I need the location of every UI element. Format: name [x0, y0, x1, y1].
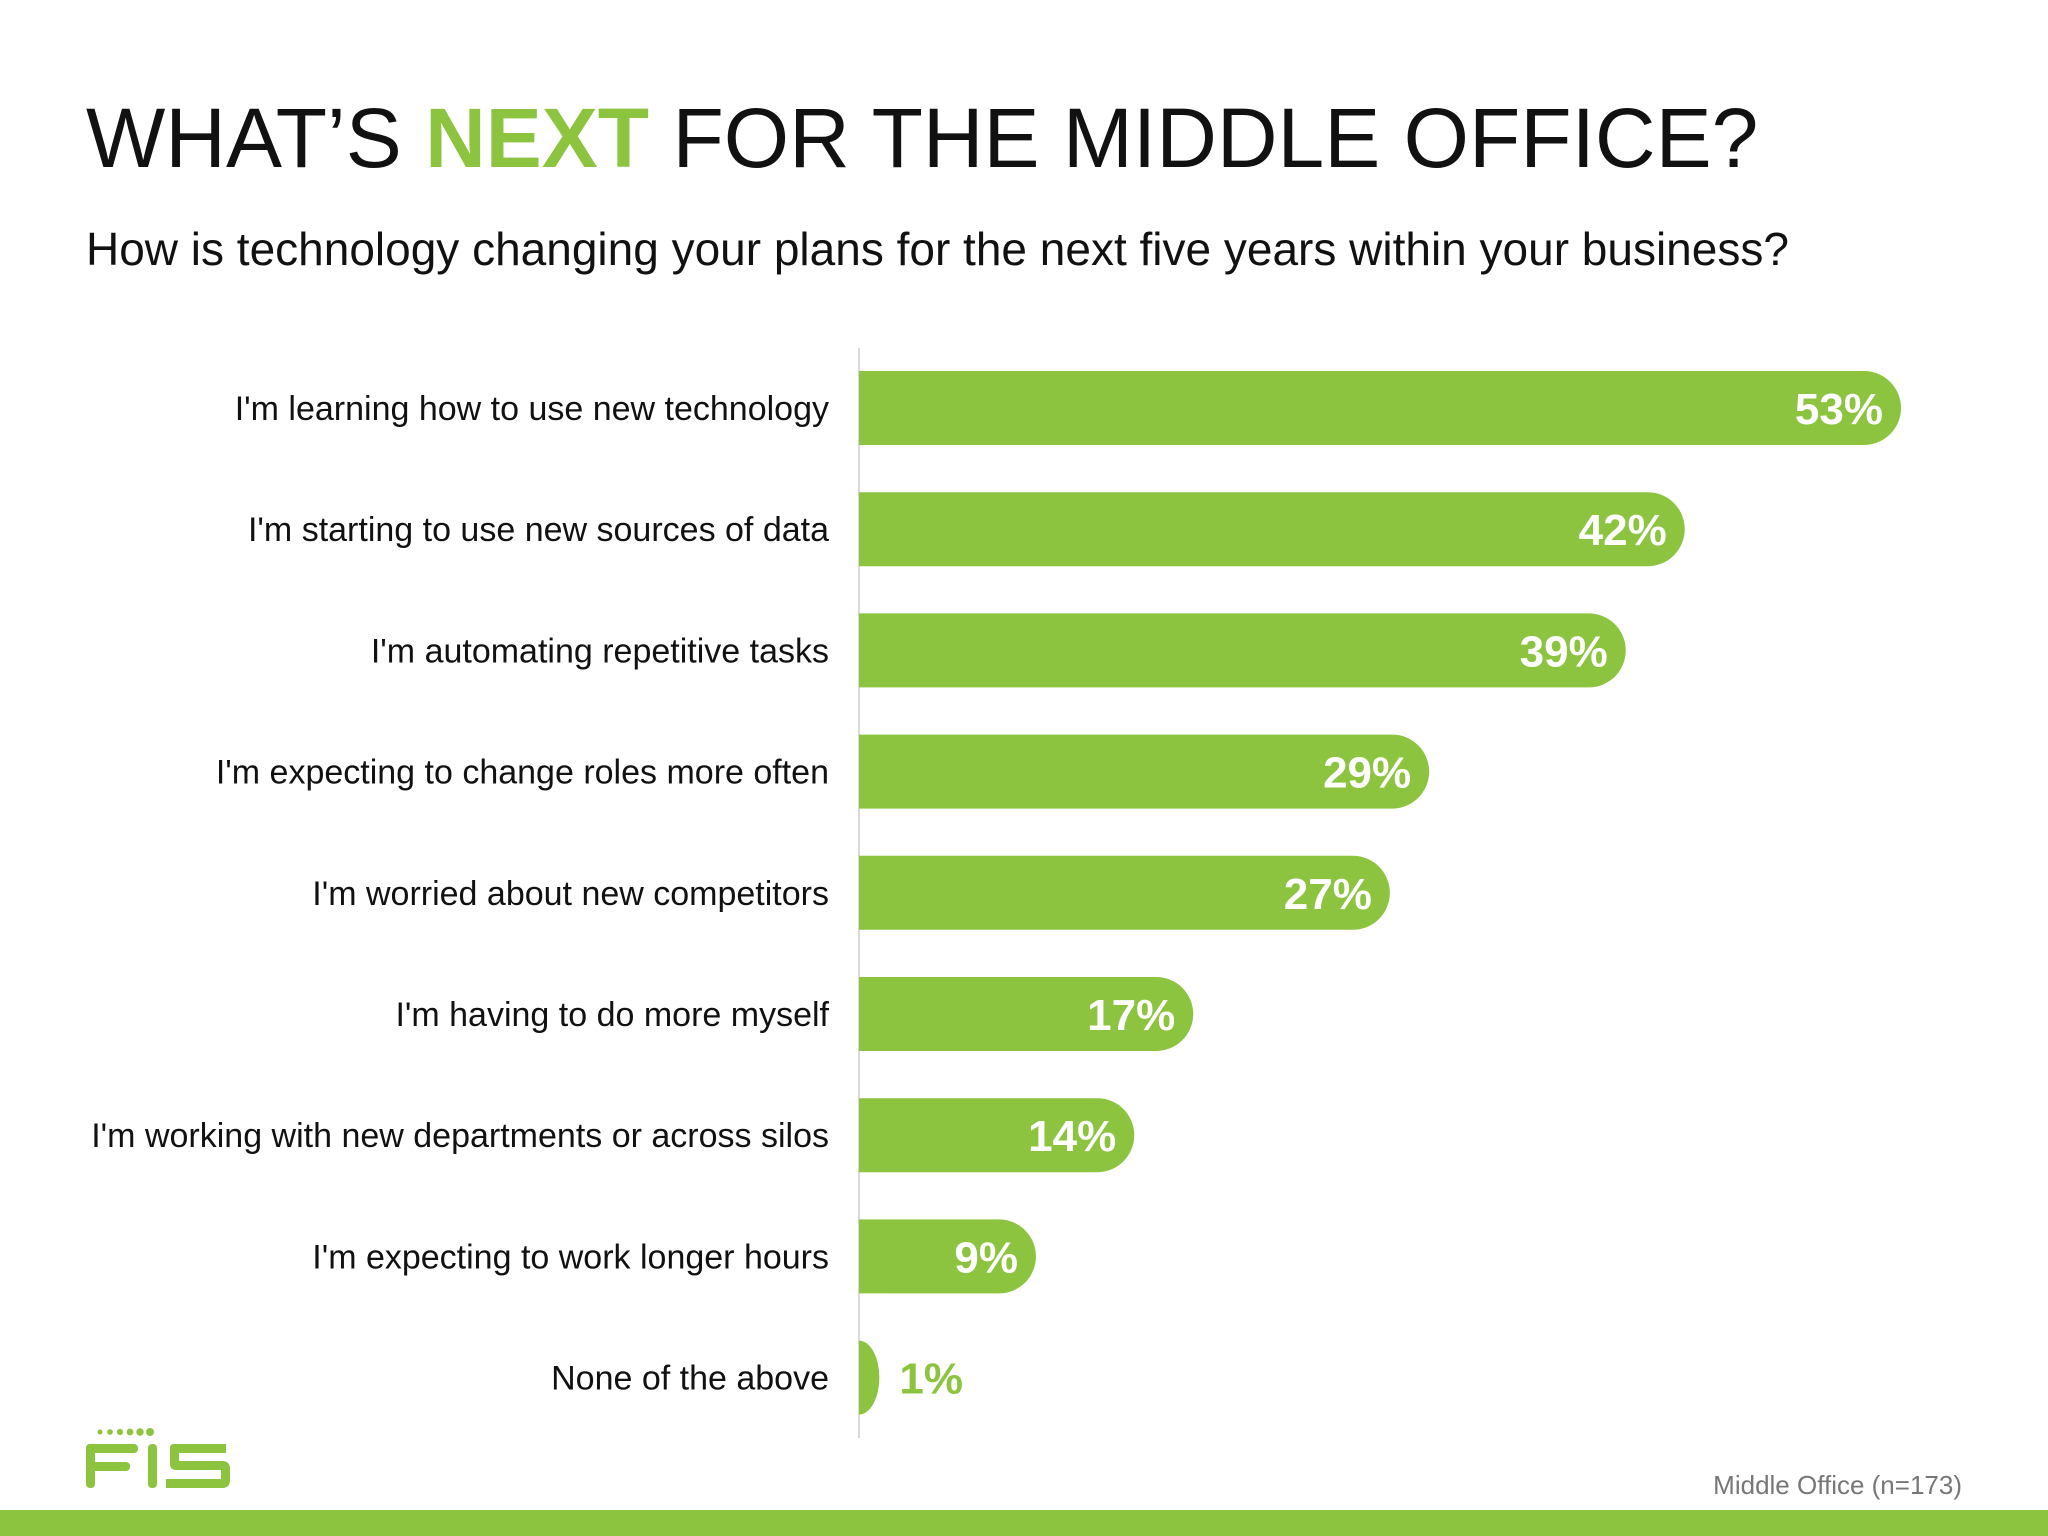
bar: [859, 1219, 1036, 1294]
data-label: 17%: [1087, 991, 1175, 1040]
data-label: 42%: [1579, 506, 1667, 555]
data-label: 53%: [1795, 385, 1883, 434]
page-title: WHAT’S NEXT FOR THE MIDDLE OFFICE?: [86, 96, 1758, 180]
title-before: WHAT’S: [86, 91, 426, 185]
bar: [859, 1340, 880, 1415]
category-label: I'm having to do more myself: [395, 996, 829, 1034]
fis-logo: [86, 1424, 236, 1499]
title-after: FOR THE MIDDLE OFFICE?: [649, 91, 1759, 185]
category-label: I'm worried about new competitors: [312, 875, 829, 913]
bar: [859, 371, 1901, 445]
bar: [859, 613, 1626, 688]
data-label: 29%: [1323, 749, 1411, 798]
category-label: I'm automating repetitive tasks: [371, 632, 829, 670]
bar-chart: I'm learning how to use new technology 53…: [91, 348, 1901, 1438]
category-label: I'm starting to use new sources of data: [248, 511, 829, 549]
bar: [859, 734, 1430, 809]
sample-size-note: Middle Office (n=173): [1713, 1470, 1962, 1500]
data-label: 27%: [1284, 870, 1372, 919]
category-label: I'm expecting to work longer hours: [312, 1238, 829, 1276]
bar: [859, 1098, 1135, 1173]
bars-group: I'm learning how to use new technology 53…: [91, 371, 1901, 1415]
bar: [859, 492, 1685, 567]
category-label: I'm learning how to use new technology: [235, 390, 829, 428]
data-label: 1%: [899, 1355, 963, 1404]
bottom-accent-bar: [0, 1510, 2048, 1536]
subtitle: How is technology changing your plans fo…: [86, 223, 1789, 275]
bar: [859, 977, 1194, 1051]
title-highlight: NEXT: [425, 91, 650, 185]
data-label: 9%: [954, 1233, 1018, 1282]
data-label: 39%: [1520, 627, 1608, 676]
bar: [859, 855, 1390, 930]
category-label: I'm working with new departments or acro…: [91, 1117, 829, 1155]
data-label: 14%: [1028, 1112, 1116, 1161]
category-label: I'm expecting to change roles more often: [216, 754, 829, 792]
category-label: None of the above: [551, 1360, 829, 1398]
